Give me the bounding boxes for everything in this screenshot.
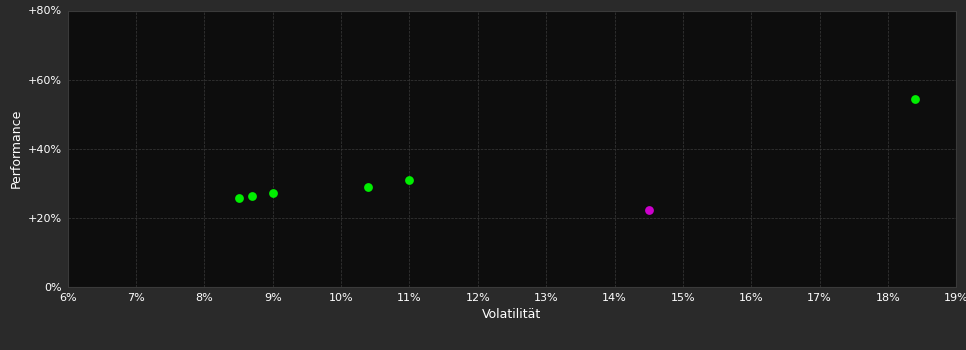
Point bbox=[402, 177, 417, 183]
Point bbox=[265, 190, 280, 196]
Point bbox=[360, 184, 376, 190]
Point bbox=[641, 208, 657, 213]
Point bbox=[908, 96, 923, 101]
Y-axis label: Performance: Performance bbox=[10, 109, 22, 188]
X-axis label: Volatilität: Volatilität bbox=[482, 308, 542, 321]
Point bbox=[244, 194, 260, 199]
Point bbox=[231, 195, 246, 201]
